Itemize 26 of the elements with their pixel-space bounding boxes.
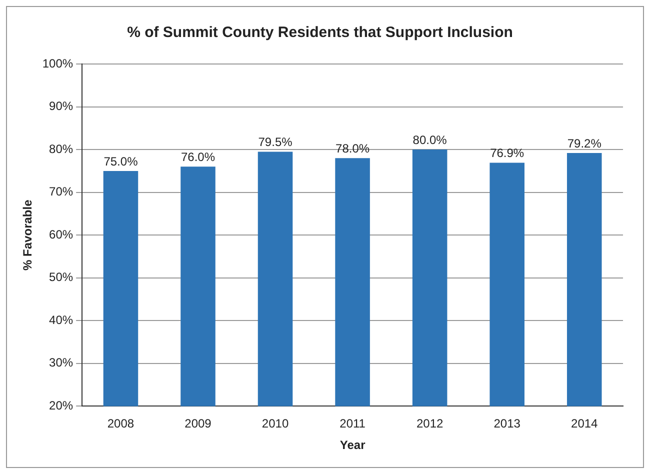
data-label: 80.0%: [412, 132, 448, 147]
y-tick-label: 90%: [49, 99, 74, 114]
x-tick-label: 2009: [184, 416, 212, 431]
data-label: 76.0%: [180, 150, 216, 164]
y-axis-title: % Favorable: [20, 199, 35, 270]
y-tick-label: 20%: [49, 398, 74, 413]
x-tick-label: 2013: [494, 416, 521, 431]
y-tick-label: 80%: [49, 142, 74, 156]
x-axis-title: Year: [340, 438, 366, 452]
data-label: 79.2%: [567, 136, 602, 150]
data-label: 79.5%: [258, 135, 293, 149]
data-label: 76.9%: [490, 146, 524, 160]
data-label: 75.0%: [104, 154, 138, 168]
y-tick-label: 60%: [49, 227, 74, 242]
x-tick-label: 2012: [416, 416, 444, 431]
chart-title: % of Summit County Residents that Support Inclusion: [127, 24, 513, 42]
y-tick-label: 50%: [49, 270, 74, 284]
y-tick-label: 70%: [49, 184, 74, 199]
y-tick-label: 30%: [49, 356, 74, 370]
x-tick-label: 2014: [571, 416, 598, 431]
x-tick-label: 2010: [262, 416, 289, 431]
y-tick-label: 100%: [42, 56, 74, 70]
data-label: 78.0%: [336, 141, 370, 156]
y-tick-label: 40%: [49, 312, 74, 327]
x-tick-label: 2008: [107, 416, 134, 431]
x-tick-label: 2011: [340, 416, 366, 431]
